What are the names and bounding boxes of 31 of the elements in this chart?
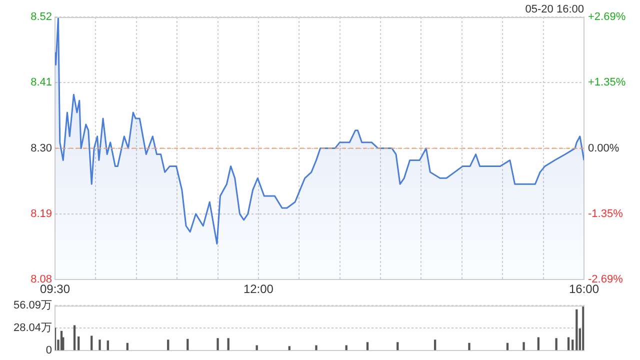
y-tick-label: 0 — [46, 344, 52, 356]
y-tick-label: 8.52 — [30, 11, 52, 24]
bar — [572, 340, 574, 350]
bar — [555, 338, 558, 350]
bar — [522, 342, 525, 350]
y2-tick-label: +1.35% — [588, 76, 626, 88]
y-tick-label: 28.04万 — [13, 322, 52, 334]
bar — [366, 342, 369, 350]
bar — [90, 336, 93, 350]
bar — [434, 340, 436, 350]
bar — [227, 338, 230, 350]
bar — [576, 309, 578, 350]
bar — [186, 338, 189, 350]
y-tick-label: 56.09万 — [13, 300, 52, 312]
bar — [78, 336, 80, 350]
y-tick-label: 8.30 — [30, 142, 52, 154]
bar — [167, 340, 170, 350]
text: 05-20 16:00 — [525, 4, 584, 16]
bar — [396, 342, 399, 350]
bar — [468, 342, 470, 350]
y2-tick-label: 0.00% — [588, 142, 620, 154]
bar — [73, 325, 76, 350]
y-tick-label: 8.19 — [30, 208, 52, 220]
bar — [315, 345, 318, 350]
x-tick-label: 12:00 — [243, 282, 274, 296]
bar — [106, 340, 109, 350]
y2-tick-label: -1.35% — [588, 208, 624, 220]
bar — [216, 338, 219, 350]
bar — [98, 340, 101, 350]
y2-tick-label: +2.69% — [588, 11, 626, 24]
y-tick-label: 8.41 — [30, 76, 52, 89]
